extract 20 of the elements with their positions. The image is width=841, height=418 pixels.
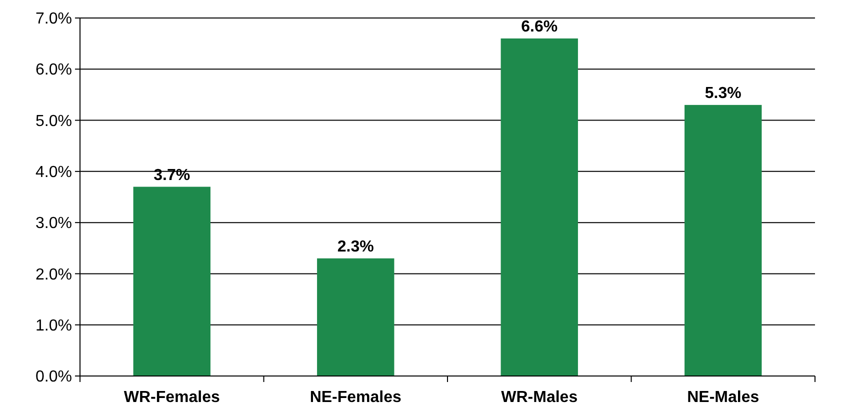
x-tick-label: NE-Females [310, 389, 402, 406]
bar [684, 104, 762, 376]
data-label: 3.7% [154, 166, 190, 184]
data-label: 6.6% [521, 18, 558, 36]
bar [133, 186, 210, 376]
bar [317, 258, 394, 376]
data-label: 5.3% [704, 84, 742, 102]
x-tick-label: WR-Males [501, 389, 578, 406]
x-tick-label: WR-Females [124, 389, 220, 406]
y-tick-label: 1.0% [36, 317, 72, 334]
bar [500, 38, 578, 376]
y-tick-label: 5.0% [36, 112, 72, 130]
y-tick-label: 0.0% [36, 368, 72, 386]
y-tick-label: 6.0% [36, 62, 72, 79]
y-tick-label: 2.0% [36, 266, 72, 284]
x-tick-label: NE-Males [687, 389, 760, 406]
y-tick-label: 4.0% [36, 164, 72, 182]
y-tick-label: 7.0% [36, 10, 72, 28]
data-label: 2.3% [337, 238, 374, 256]
y-tick-label: 3.0% [36, 215, 72, 232]
